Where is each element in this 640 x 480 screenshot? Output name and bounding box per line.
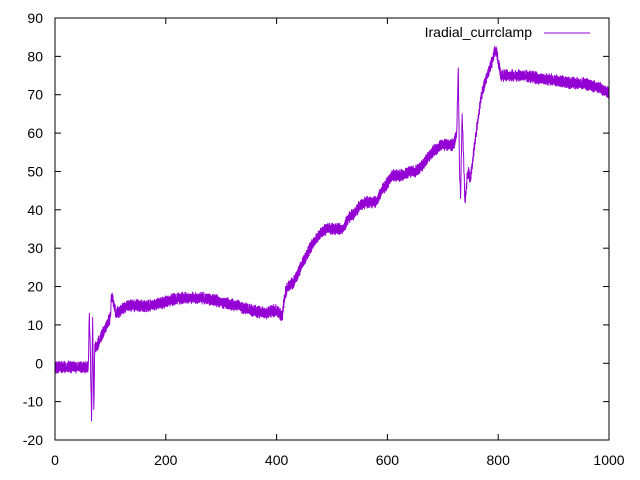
y-tick-label: 10 xyxy=(27,317,43,333)
y-tick-label: 90 xyxy=(27,10,43,26)
x-tick-label: 600 xyxy=(376,452,400,468)
legend: Iradial_currclamp xyxy=(425,24,590,40)
legend-label: Iradial_currclamp xyxy=(425,24,533,40)
x-tick-label: 400 xyxy=(265,452,289,468)
axis-tick-labels: 0 200 400 600 800 1000 -20 -10 0 10 20 30 40 50 60 70 80… xyxy=(23,10,625,468)
y-tick-label: 50 xyxy=(27,163,43,179)
plot-frame xyxy=(54,17,610,441)
y-tick-label: 70 xyxy=(27,87,43,103)
y-tick-label: 0 xyxy=(35,355,43,371)
y-tick-label: -20 xyxy=(23,432,43,448)
x-tick-label: 800 xyxy=(487,452,511,468)
y-tick-label: -10 xyxy=(23,394,43,410)
series-layer xyxy=(54,46,610,422)
y-tick-label: 60 xyxy=(27,125,43,141)
y-tick-label: 30 xyxy=(27,240,43,256)
series-line xyxy=(54,46,610,422)
y-tick-label: 40 xyxy=(27,202,43,218)
y-tick-label: 80 xyxy=(27,48,43,64)
x-tick-label: 1000 xyxy=(593,452,624,468)
y-tick-label: 20 xyxy=(27,279,43,295)
x-tick-label: 200 xyxy=(154,452,178,468)
x-tick-label: 0 xyxy=(51,452,59,468)
